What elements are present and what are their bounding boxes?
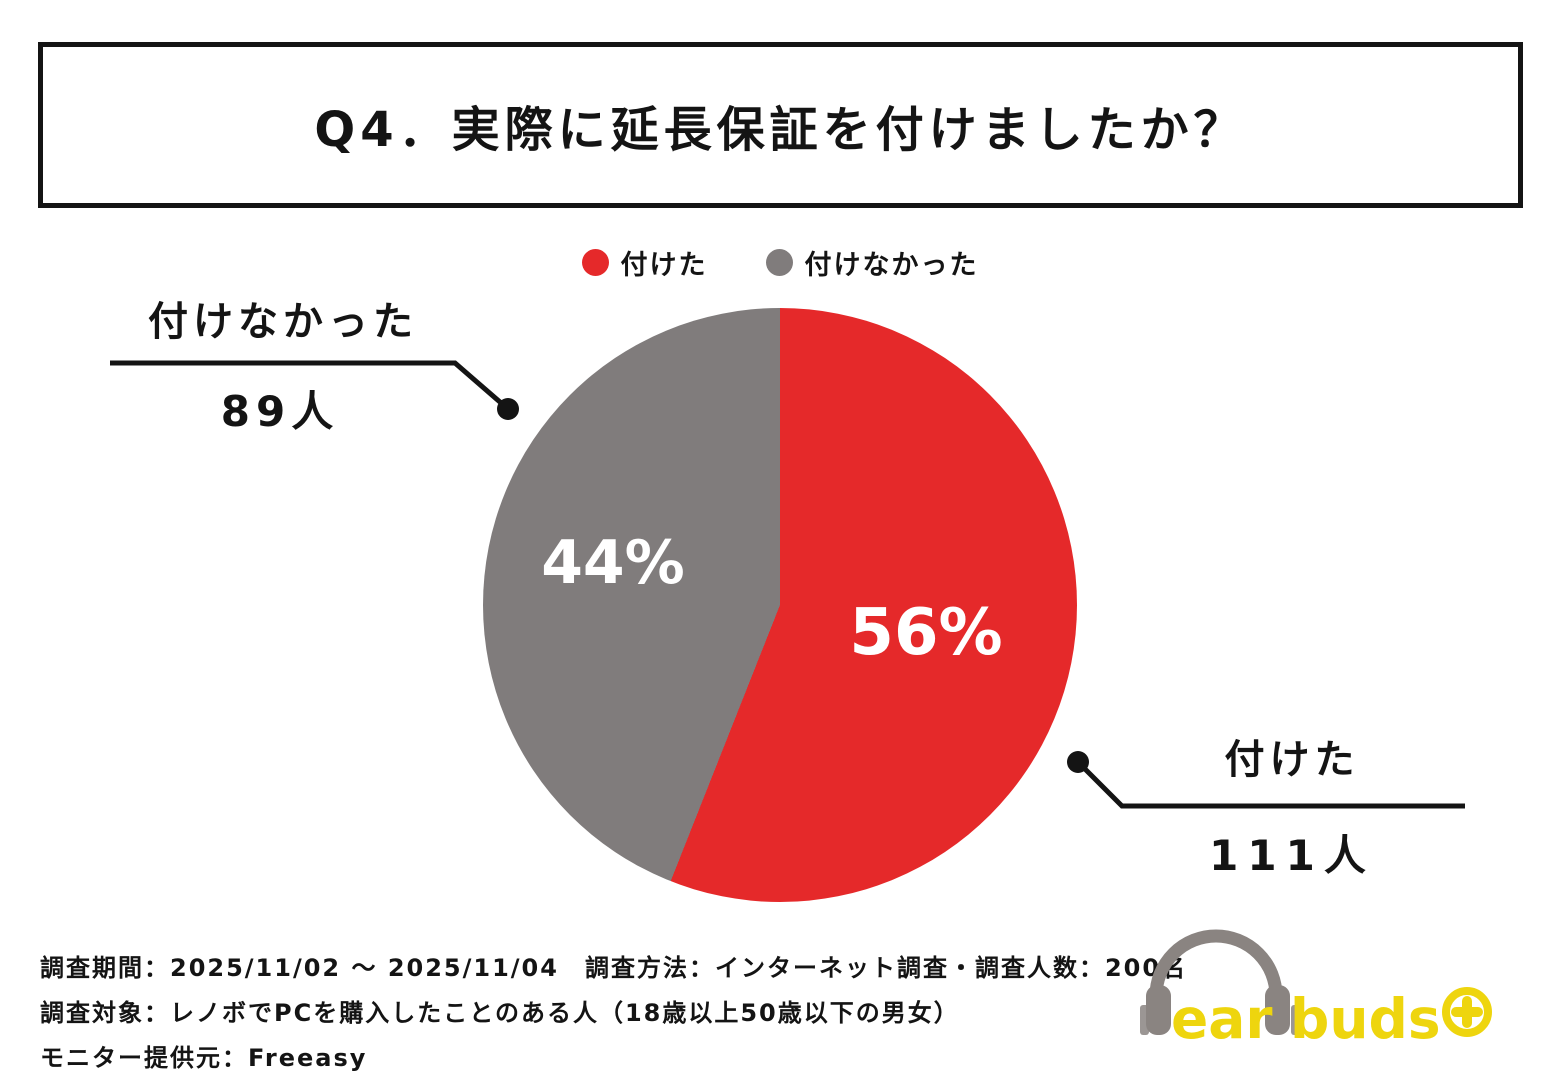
callout-left-count: 89人 [220,387,340,436]
headphones-icon [1140,929,1300,1035]
circle-plus-icon [1442,987,1492,1037]
legend-item-tsuketa: 付けた [581,243,708,282]
pie-chart [483,308,1077,902]
survey-details: 調査期間：2025/11/02 ～ 2025/11/04 調査方法：インターネッ… [40,946,1188,1081]
survey-period-method: 調査期間：2025/11/02 ～ 2025/11/04 調査方法：インターネッ… [40,954,1188,982]
pie-slice-percent-label-red: 56% [849,596,1003,670]
callout-right-label: 付けた [1224,737,1360,783]
logo-text-buds: buds [1290,987,1441,1051]
legend-label: 付けなかった [804,249,979,281]
legend-item-tsukenakatta: 付けなかった [765,243,979,282]
callout-dot-right [1067,751,1089,773]
legend: 付けた 付けなかった [0,240,1560,284]
legend-dot [581,248,609,276]
legend-dot [765,248,793,276]
legend-label: 付けた [620,249,708,281]
logo-text-ear: ear [1171,987,1273,1051]
callout-right-count: 111人 [1209,831,1375,880]
callout-dot-left [497,398,519,420]
survey-target: 調査対象：レノボでPCを購入したことのある人（18歳以上50歳以下の男女） [40,999,960,1027]
pie-slice-percent-label-gray: 44% [541,528,685,598]
question-title-box: Q4．実際に延長保証を付けましたか？ [38,42,1523,208]
question-title: Q4．実際に延長保証を付けましたか？ [314,102,1247,158]
survey-provider: モニター提供元：Freeasy [40,1044,368,1072]
earbuds-logo: ear buds [1140,912,1510,1052]
callout-left-label: 付けなかった [148,299,418,345]
